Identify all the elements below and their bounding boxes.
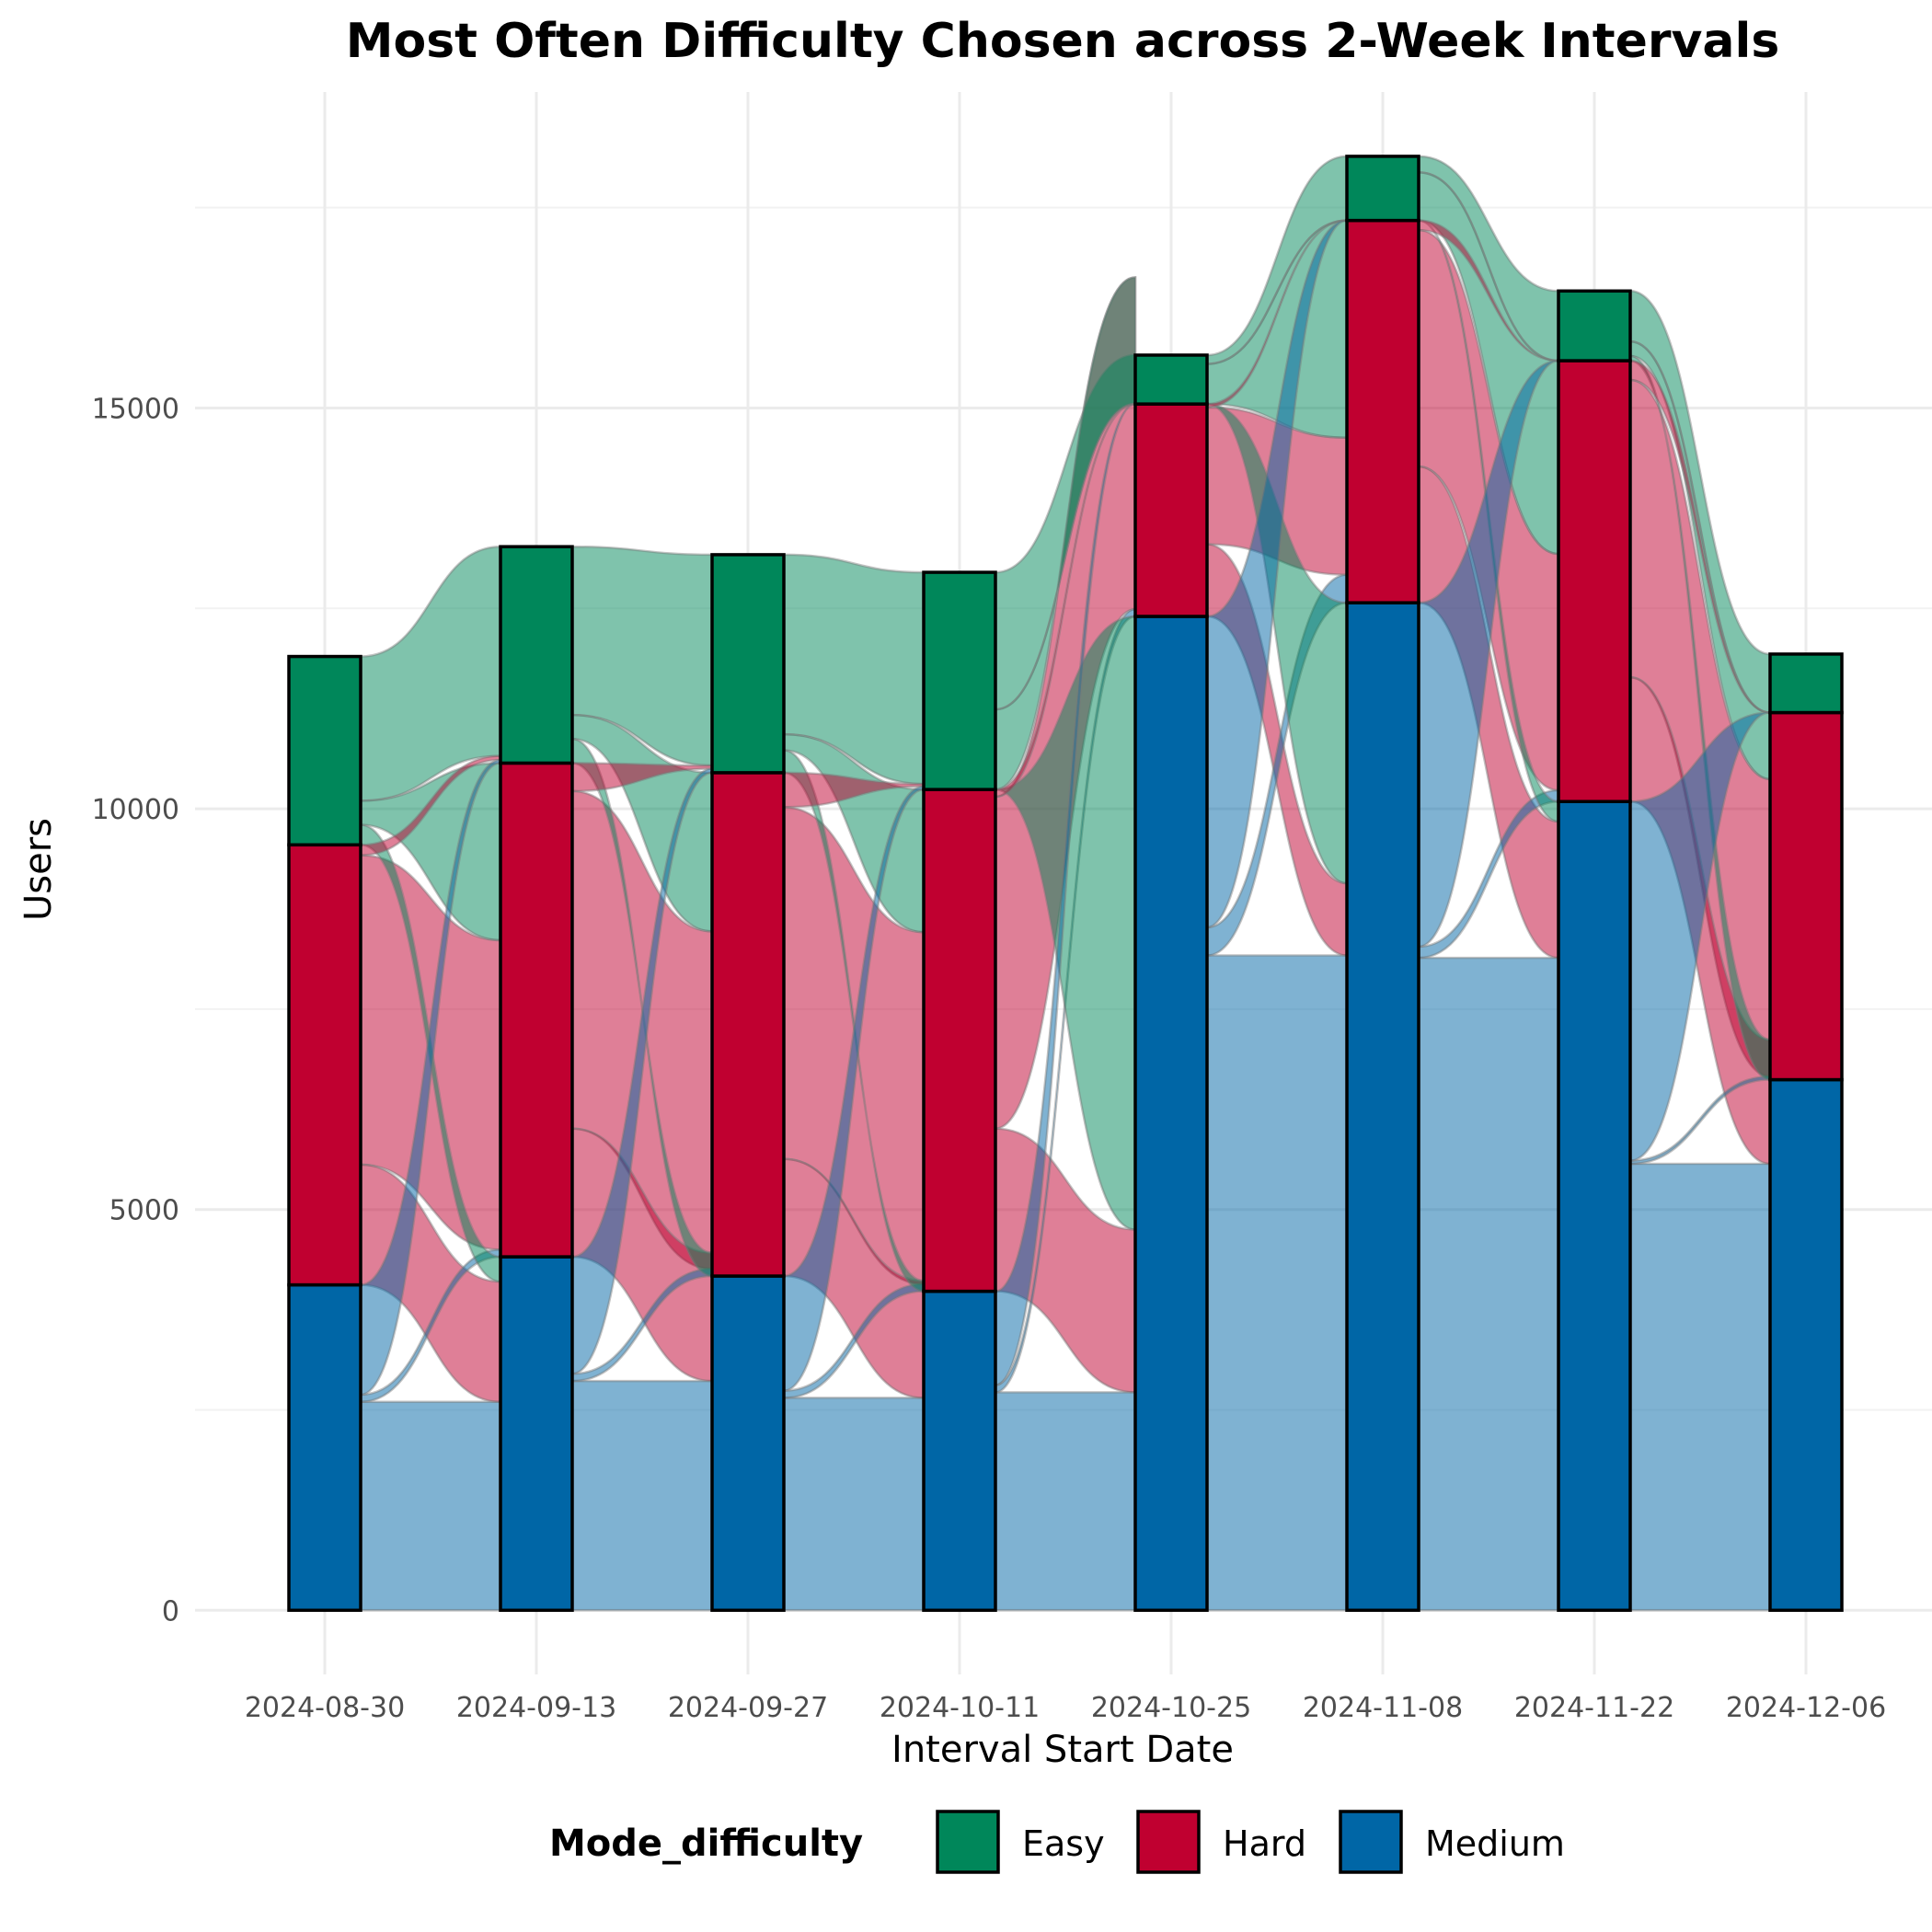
flow-medium-to-medium [994, 1391, 1137, 1612]
legend: Mode_difficulty Easy Hard Medium [549, 1810, 1565, 1874]
x-tick-label: 2024-09-27 [668, 1692, 828, 1724]
x-tick-label: 2024-10-25 [1091, 1692, 1251, 1724]
bar-hard [922, 788, 997, 1294]
flow-medium-to-medium [1417, 956, 1560, 1612]
legend-label-easy: Easy [1022, 1823, 1105, 1864]
chart-title: Most Often Difficulty Chosen across 2-We… [346, 14, 1780, 69]
bar-hard [499, 761, 574, 1259]
legend-key-hard [1136, 1810, 1201, 1874]
bar-easy [1768, 652, 1844, 715]
bar-hard [1345, 218, 1420, 604]
legend-label-medium: Medium [1425, 1823, 1565, 1864]
flow-medium-to-medium [359, 1400, 502, 1612]
flow-medium-to-medium [1205, 954, 1349, 1612]
y-tick-label: 0 [162, 1595, 179, 1627]
legend-key-medium [1339, 1810, 1403, 1874]
flow-easy-to-hard [1417, 171, 1560, 556]
bar-easy [499, 545, 574, 765]
bar-hard [710, 771, 786, 1278]
bar-medium [1345, 601, 1420, 1613]
bar-medium [922, 1289, 997, 1613]
flow-easy-to-hard [359, 762, 502, 942]
x-tick-label: 2024-09-13 [456, 1692, 616, 1724]
bar-medium [1557, 799, 1632, 1613]
legend-title: Mode_difficulty [549, 1823, 863, 1865]
flow-medium-to-easy [1417, 359, 1559, 949]
legend-key-easy [936, 1810, 1000, 1874]
bar-medium [499, 1255, 574, 1613]
x-axis-title: Interval Start Date [891, 1729, 1234, 1771]
bar-easy [287, 654, 362, 847]
flow-medium-to-easy [1628, 711, 1771, 1162]
bar-hard [1133, 402, 1209, 618]
bar-hard [1557, 359, 1632, 803]
y-tick-label: 10000 [92, 794, 179, 826]
flow-easy-to-medium [995, 615, 1137, 1231]
x-tick-label: 2024-11-22 [1514, 1692, 1674, 1724]
x-tick-label: 2024-08-30 [245, 1692, 405, 1724]
flow-easy-to-medium [1206, 402, 1349, 885]
bar-easy [1557, 289, 1632, 362]
bar-easy [1133, 353, 1209, 406]
x-tick-label: 2024-11-08 [1303, 1692, 1463, 1724]
flow-medium-to-medium [1628, 1162, 1772, 1612]
alluvial-flows [359, 155, 1772, 1612]
bar-easy [710, 553, 786, 775]
x-tick-label: 2024-12-06 [1726, 1692, 1886, 1724]
x-tick-label: 2024-10-11 [880, 1692, 1040, 1724]
bar-easy [1345, 155, 1420, 223]
legend-label-hard: Hard [1223, 1823, 1306, 1864]
y-axis-title: Users [17, 818, 60, 921]
bar-medium [710, 1274, 786, 1613]
bar-hard [287, 843, 362, 1287]
y-axis-ticks: 0 5000 10000 15000 [92, 393, 179, 1627]
x-axis-ticks: 2024-08-30 2024-09-13 2024-09-27 2024-10-11… [245, 1692, 1886, 1724]
flow-easy-to-hard [994, 276, 1137, 791]
bar-hard [1768, 710, 1844, 1082]
bar-medium [287, 1282, 362, 1613]
bar-medium [1133, 615, 1209, 1613]
bar-medium [1768, 1077, 1844, 1613]
flow-medium-to-medium [570, 1379, 714, 1612]
flow-medium-to-medium [782, 1397, 926, 1612]
stacked-bars [287, 155, 1844, 1613]
bar-easy [922, 570, 997, 791]
y-tick-label: 15000 [92, 393, 179, 425]
y-tick-label: 5000 [109, 1195, 179, 1227]
flow-medium-to-easy [1205, 219, 1348, 929]
